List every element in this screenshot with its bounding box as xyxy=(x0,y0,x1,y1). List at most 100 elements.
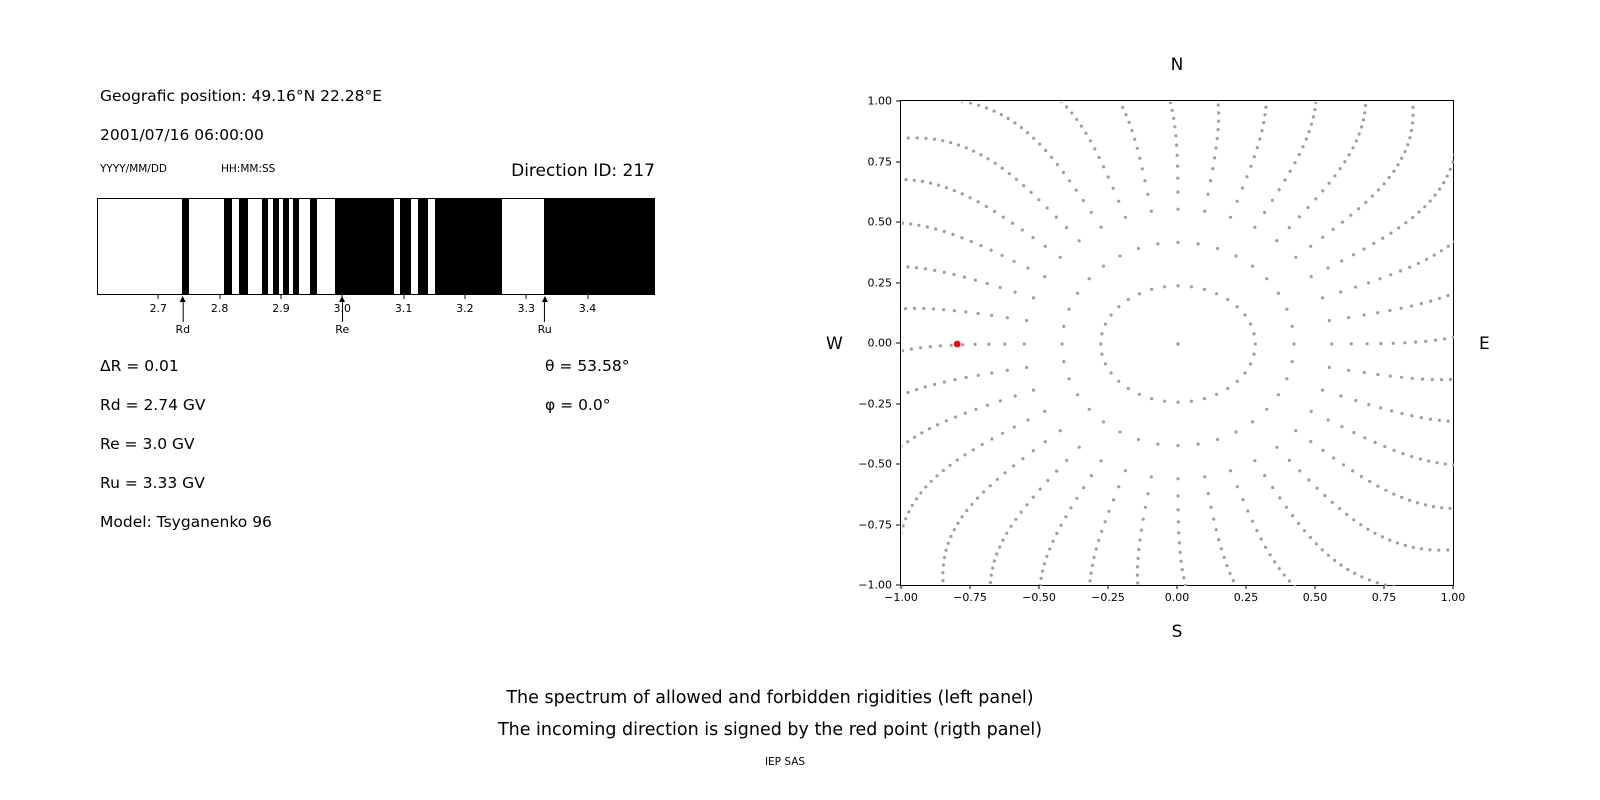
direction-x-tick-label: −0.25 xyxy=(1091,591,1125,604)
scatter-dot xyxy=(1136,246,1140,251)
direction-plot xyxy=(900,100,1454,586)
scatter-dot xyxy=(964,375,968,380)
scatter-dot xyxy=(993,209,997,214)
scatter-dot xyxy=(936,183,941,187)
scatter-dot xyxy=(1202,397,1206,401)
scatter-dot xyxy=(1179,559,1183,563)
geographic-position-label: Geografic position: 49.16°N 22.28°E xyxy=(100,87,383,105)
scatter-dot xyxy=(953,415,958,419)
scatter-dot xyxy=(1176,477,1180,481)
scatter-dot xyxy=(1043,244,1047,248)
scatter-dot xyxy=(1258,137,1262,141)
scatter-dot xyxy=(1411,105,1415,109)
scatter-dot xyxy=(970,502,974,506)
scatter-dot xyxy=(948,463,952,467)
scatter-dot xyxy=(1400,495,1404,499)
scatter-dot xyxy=(1250,420,1255,424)
direction-x-tick-mark xyxy=(1176,585,1178,589)
scatter-dot xyxy=(1235,199,1239,203)
arrow-line xyxy=(182,302,184,322)
scatter-dot xyxy=(952,272,956,277)
spectrum-x-tick-label: 2.9 xyxy=(272,302,290,315)
scatter-dot xyxy=(1411,545,1415,549)
scatter-dot xyxy=(1042,562,1047,566)
scatter-dot xyxy=(1126,297,1130,302)
scatter-dot xyxy=(923,385,927,389)
scatter-dot xyxy=(906,136,910,140)
scatter-dot xyxy=(1419,547,1424,551)
scatter-dot xyxy=(1107,509,1111,513)
scatter-dot xyxy=(1184,583,1188,586)
scatter-dot xyxy=(1275,239,1279,243)
scatter-dot xyxy=(1215,392,1219,396)
scatter-dot xyxy=(1089,474,1093,478)
direction-x-tick-label: 1.00 xyxy=(1440,591,1466,604)
scatter-dot xyxy=(1321,448,1325,452)
scatter-dot xyxy=(1311,115,1315,119)
scatter-dot xyxy=(1177,541,1181,545)
scatter-dot xyxy=(998,399,1002,403)
direction-y-tick-label: −0.75 xyxy=(858,518,892,531)
direction-x-tick-mark xyxy=(1107,585,1109,589)
scatter-dot xyxy=(1446,244,1450,248)
allowed-band xyxy=(400,199,411,294)
direction-x-tick-mark xyxy=(1314,585,1316,589)
scatter-dot xyxy=(1451,160,1454,164)
scatter-dot xyxy=(979,244,983,248)
scatter-dot xyxy=(1215,136,1219,141)
direction-y-tick-mark xyxy=(896,463,900,465)
model-label: Model: Tsyganenko 96 xyxy=(100,513,272,531)
scatter-dot xyxy=(1010,221,1015,225)
scatter-dot xyxy=(1235,305,1239,309)
scatter-dot xyxy=(1135,146,1139,150)
scatter-dot xyxy=(1293,161,1297,165)
direction-x-tick-label: 0.25 xyxy=(1233,591,1259,604)
scatter-dot xyxy=(1252,332,1256,336)
scatter-dot xyxy=(1446,548,1450,552)
scatter-dot xyxy=(985,106,989,110)
scatter-dot xyxy=(1268,553,1272,557)
spectrum-x-tick-mark xyxy=(157,295,159,299)
cutoff-marker-rd: Rd xyxy=(176,296,190,336)
scatter-dot xyxy=(1414,340,1418,344)
scatter-dot xyxy=(919,491,923,495)
scatter-dot xyxy=(1314,197,1318,201)
scatter-dot xyxy=(1203,475,1207,479)
scatter-dot xyxy=(1103,362,1107,366)
direction-y-tick-label: 1.00 xyxy=(867,94,893,108)
scatter-dot xyxy=(984,204,988,209)
scatter-dot xyxy=(1065,226,1069,230)
scatter-dot xyxy=(1074,188,1078,192)
scatter-dot xyxy=(985,403,990,407)
scatter-dot xyxy=(1403,341,1407,345)
scatter-dot xyxy=(1409,128,1414,133)
cutoff-marker-label: Re xyxy=(335,323,350,336)
scatter-dot xyxy=(1333,174,1337,178)
scatter-dot xyxy=(1376,188,1381,192)
scatter-dot xyxy=(951,232,955,236)
scatter-dot xyxy=(1135,565,1140,569)
scatter-dot xyxy=(985,281,989,286)
scatter-dot xyxy=(1013,290,1017,294)
scatter-dot xyxy=(1064,515,1068,519)
scatter-dot xyxy=(1419,302,1423,306)
scatter-dot xyxy=(1061,170,1065,174)
scatter-dot xyxy=(1213,156,1217,160)
scatter-dot xyxy=(1229,469,1233,473)
scatter-dot xyxy=(1391,341,1395,345)
scatter-dot xyxy=(1214,528,1218,532)
scatter-dot xyxy=(1001,215,1005,219)
scatter-dot xyxy=(1392,169,1396,173)
scatter-dot xyxy=(987,342,991,346)
scatter-dot xyxy=(1392,448,1396,452)
scatter-dot xyxy=(1173,125,1177,129)
scatter-dot xyxy=(952,189,956,193)
scatter-dot xyxy=(1087,407,1091,411)
scatter-dot xyxy=(1315,486,1319,490)
scatter-dot xyxy=(1003,342,1007,346)
scatter-dot xyxy=(1351,253,1356,257)
scatter-dot xyxy=(1102,165,1106,169)
scatter-dot xyxy=(923,267,928,271)
scatter-dot xyxy=(1209,505,1213,509)
scatter-dot xyxy=(1255,146,1259,150)
